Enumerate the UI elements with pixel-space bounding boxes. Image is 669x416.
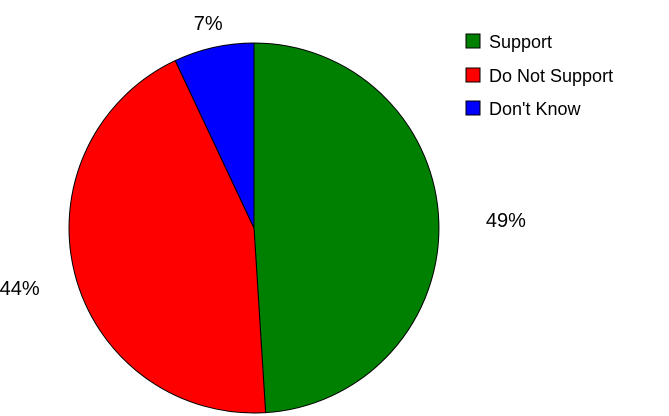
data-label-support: 49% (486, 210, 526, 232)
legend-label-support: Support (489, 32, 552, 52)
legend-label-dont-know: Don't Know (489, 99, 581, 119)
legend-item-do-not-support: Do Not Support (465, 66, 613, 86)
pie-slice-dont-know (174, 42, 255, 229)
pie-data-labels: 49% 44% 7% (0, 13, 526, 300)
pie-slice-support (253, 42, 440, 414)
pie-slices (68, 42, 440, 414)
legend-item-dont-know: Don't Know (465, 99, 581, 119)
legend-label-do-not-support: Do Not Support (489, 66, 613, 86)
legend-swatch-do-not-support (465, 67, 481, 83)
data-label-dont-know: 7% (194, 13, 223, 35)
legend: Support Do Not Support Don't Know (465, 32, 613, 119)
legend-item-support: Support (465, 32, 552, 52)
legend-swatch-support (465, 33, 481, 49)
data-label-do-not-support: 44% (0, 278, 40, 300)
legend-swatch-dont-know (465, 100, 481, 116)
